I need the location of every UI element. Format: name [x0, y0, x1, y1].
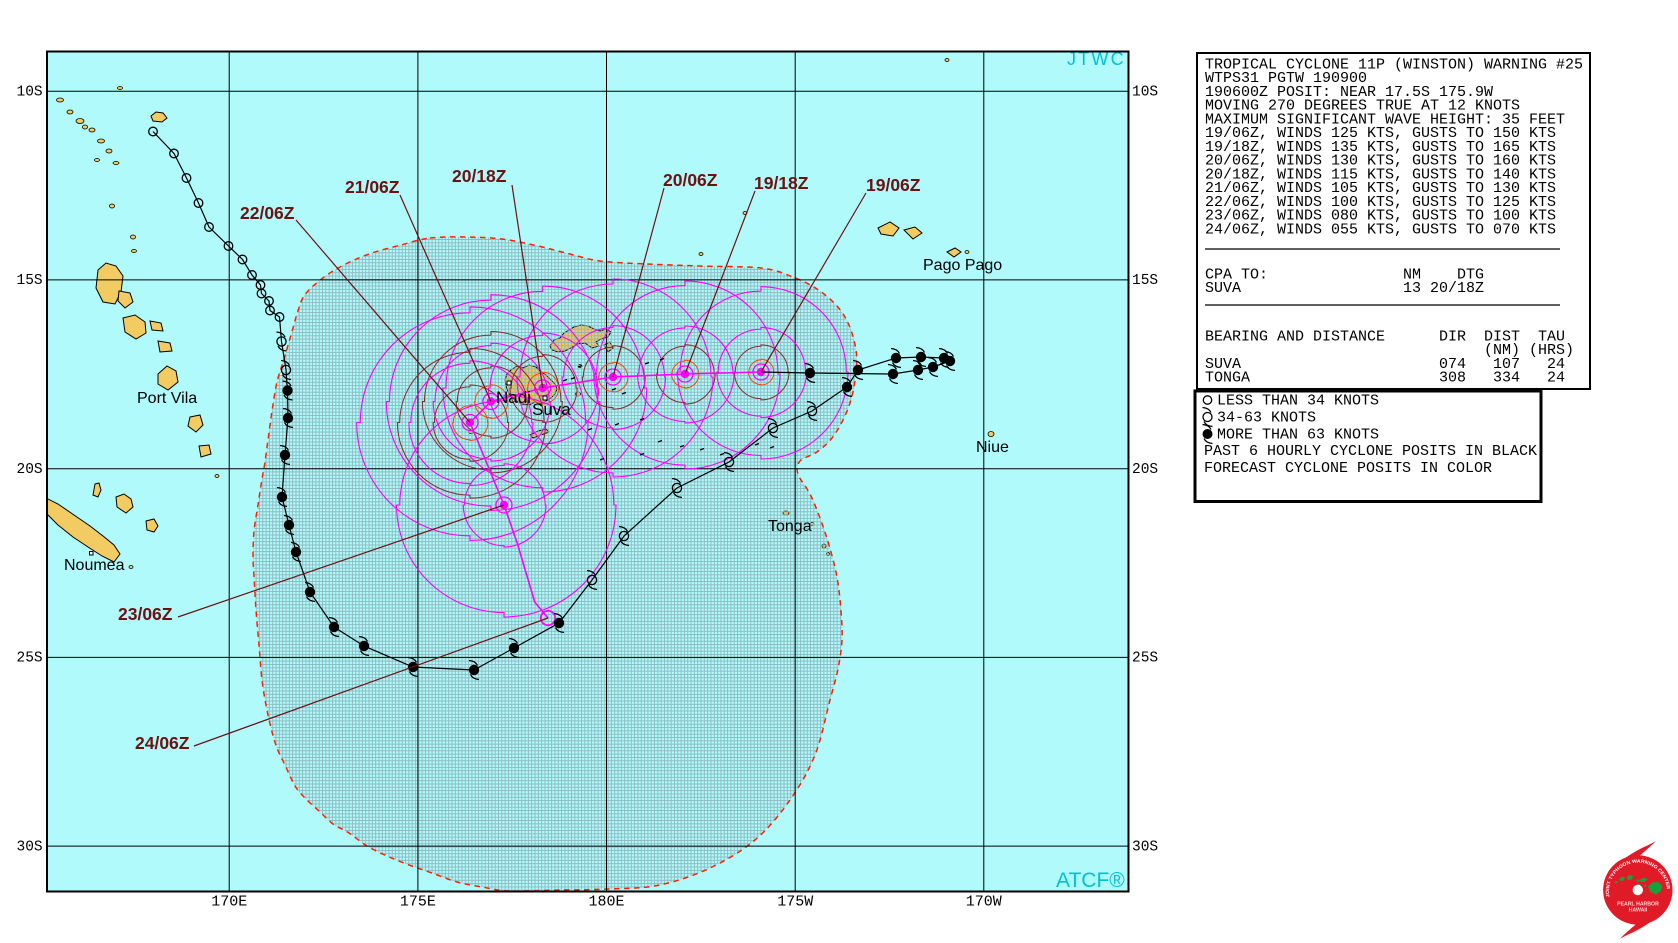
svg-text:22/06Z: 22/06Z [240, 203, 295, 223]
svg-text:Tonga: Tonga [768, 518, 812, 535]
svg-text:TONGA 308: TONGA 308 334 24 [1205, 370, 1565, 387]
svg-text:20S: 20S [17, 462, 43, 478]
svg-text:180E: 180E [589, 893, 625, 910]
svg-text:170W: 170W [966, 893, 1002, 910]
svg-text:ATCF®: ATCF® [1056, 869, 1125, 892]
svg-text:MAXIMUM SIGNIFICANT WAVE HEIGH: MAXIMUM SIGNIFICANT WAVE HEIGHT: 35 FEET [1205, 112, 1565, 129]
svg-text:TROPICAL CYCLONE 11P (WINSTON): TROPICAL CYCLONE 11P (WINSTON) WARNING #… [1205, 57, 1583, 74]
svg-text:BEARING AND DISTANCE DIR: BEARING AND DISTANCE DIR DIST TAU [1205, 328, 1565, 345]
svg-text:190600Z POSIT: NEAR 17.5S 175.: 190600Z POSIT: NEAR 17.5S 175.9W [1205, 84, 1493, 101]
svg-text:20S: 20S [1132, 462, 1158, 478]
svg-text:SUVA 074: SUVA 074 107 24 [1205, 356, 1565, 373]
svg-text:CPA TO: NM DT: CPA TO: NM DTG [1205, 267, 1484, 284]
svg-text:20/18Z, WINDS 115 KTS, GUSTS T: 20/18Z, WINDS 115 KTS, GUSTS TO 140 KTS [1205, 166, 1556, 183]
svg-text:15S: 15S [1132, 273, 1158, 289]
svg-text:20/06Z, WINDS 130 KTS, GUSTS T: 20/06Z, WINDS 130 KTS, GUSTS TO 160 KTS [1205, 153, 1556, 170]
svg-text:10S: 10S [17, 84, 43, 100]
svg-text:19/18Z, WINDS 135 KTS, GUSTS T: 19/18Z, WINDS 135 KTS, GUSTS TO 165 KTS [1205, 139, 1556, 156]
svg-text:23/06Z: 23/06Z [118, 604, 173, 624]
svg-text:PEARL HARBOR: PEARL HARBOR [1617, 902, 1659, 908]
svg-text:(NM) (HRS): (NM) (HRS) [1205, 342, 1574, 359]
svg-text:24/06Z: 24/06Z [135, 733, 190, 753]
svg-text:19/06Z: 19/06Z [866, 175, 921, 195]
svg-text:HAWAII: HAWAII [1629, 908, 1648, 914]
svg-text:22/06Z, WINDS 100 KTS, GUSTS T: 22/06Z, WINDS 100 KTS, GUSTS TO 125 KTS [1205, 194, 1556, 211]
svg-text:25S: 25S [1132, 651, 1158, 667]
svg-text:19/18Z: 19/18Z [754, 173, 809, 193]
svg-text:Pago Pago: Pago Pago [923, 257, 1002, 274]
svg-text:175E: 175E [400, 893, 436, 910]
svg-text:WTPS31 PGTW 190900: WTPS31 PGTW 190900 [1205, 70, 1367, 87]
svg-text:Niue: Niue [976, 439, 1009, 456]
svg-text:FORECAST CYCLONE POSITS IN COL: FORECAST CYCLONE POSITS IN COLOR [1204, 460, 1492, 477]
svg-text:MOVING 270 DEGREES TRUE AT 12: MOVING 270 DEGREES TRUE AT 12 KNOTS [1205, 98, 1520, 115]
svg-text:10S: 10S [1132, 84, 1158, 100]
svg-text:LESS THAN 34 KNOTS: LESS THAN 34 KNOTS [1217, 393, 1379, 410]
svg-text:175W: 175W [777, 893, 813, 910]
svg-text:21/06Z: 21/06Z [345, 177, 400, 197]
svg-text:24/06Z, WINDS 055 KTS, GUSTS T: 24/06Z, WINDS 055 KTS, GUSTS TO 070 KTS [1205, 221, 1556, 238]
svg-text:21/06Z, WINDS 105 KTS, GUSTS T: 21/06Z, WINDS 105 KTS, GUSTS TO 130 KTS [1205, 180, 1556, 197]
svg-text:19/06Z, WINDS 125 KTS, GUSTS T: 19/06Z, WINDS 125 KTS, GUSTS TO 150 KTS [1205, 125, 1556, 142]
svg-text:25S: 25S [17, 651, 43, 667]
svg-text:20/18Z: 20/18Z [452, 166, 507, 186]
svg-text:30S: 30S [17, 839, 43, 855]
svg-text:PAST 6 HOURLY CYCLONE POSITS I: PAST 6 HOURLY CYCLONE POSITS IN BLACK [1204, 443, 1537, 460]
svg-text:23/06Z, WINDS 080 KTS, GUSTS T: 23/06Z, WINDS 080 KTS, GUSTS TO 100 KTS [1205, 208, 1556, 225]
svg-text:34-63 KNOTS: 34-63 KNOTS [1217, 409, 1316, 426]
svg-text:SUVA 13 20/18: SUVA 13 20/18Z [1205, 280, 1484, 297]
svg-text:JTWC: JTWC [1067, 49, 1126, 69]
svg-text:20/06Z: 20/06Z [663, 170, 718, 190]
svg-text:Port Vila: Port Vila [137, 390, 197, 407]
svg-text:MORE THAN 63 KNOTS: MORE THAN 63 KNOTS [1217, 426, 1379, 443]
svg-text:15S: 15S [17, 273, 43, 289]
svg-text:Noumea: Noumea [64, 557, 125, 574]
svg-text:170E: 170E [211, 893, 247, 910]
svg-text:30S: 30S [1132, 839, 1158, 855]
svg-text:Nadi: Nadi [496, 388, 531, 407]
svg-text:Suva: Suva [532, 400, 571, 419]
